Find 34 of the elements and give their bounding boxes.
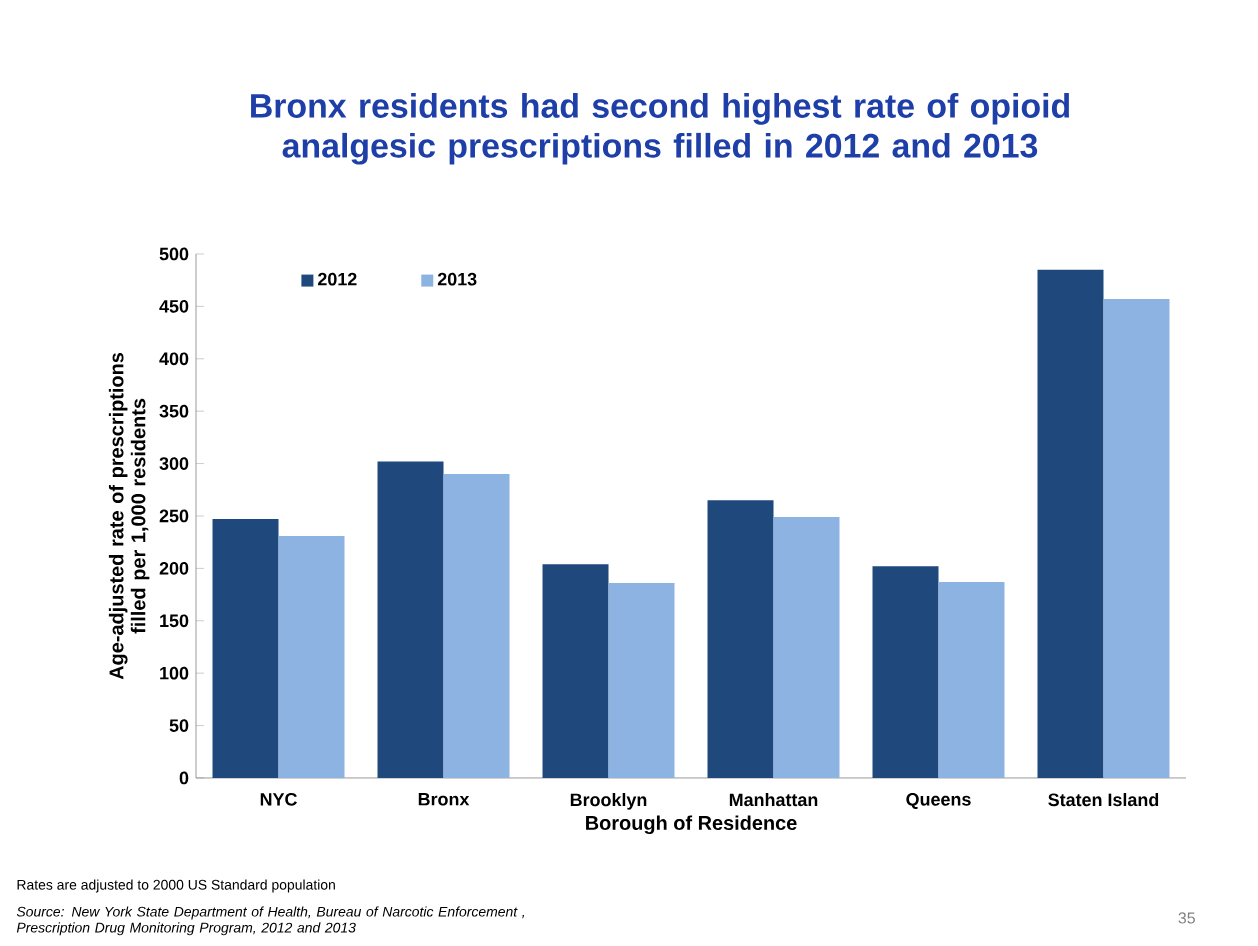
x-tick-label: Manhattan: [729, 793, 818, 807]
legend-label: 2013: [437, 272, 477, 286]
bar: [1037, 269, 1104, 778]
y-tick-label: 450: [159, 300, 189, 313]
y-tick-label: 500: [159, 247, 189, 261]
y-axis-title: Age-adjusted rate of prescriptions filled per 1,000 residents: [108, 352, 150, 680]
bar: [278, 535, 345, 778]
y-tick-label: 200: [159, 562, 189, 575]
y-tick-label: 0: [179, 771, 189, 785]
bar: [872, 566, 939, 778]
y-tick-label: 100: [160, 666, 189, 680]
x-axis-title: Borough of Residence: [586, 815, 797, 835]
bar: [212, 519, 279, 778]
x-tick-label: Staten Island: [1048, 793, 1159, 807]
y-tick-label: 300: [159, 457, 189, 470]
bar: [773, 517, 840, 778]
y-tick-label: 350: [159, 404, 189, 418]
bar: [1103, 299, 1170, 778]
y-tick-label: 400: [159, 352, 189, 366]
bar: [608, 583, 675, 778]
bar: [443, 474, 510, 778]
y-tick-label: 50: [169, 719, 189, 732]
chart-title: Bronx residents had second highest rate of opioid analgesic prescriptions filled in 2012 and 2013: [251, 93, 1070, 165]
x-tick-label: Queens: [906, 793, 971, 810]
y-tick-label: 250: [159, 509, 189, 523]
x-tick-label: Bronx: [418, 793, 470, 806]
bar: [707, 500, 774, 778]
y-tick-label: 150: [160, 614, 189, 628]
bar: [542, 564, 609, 778]
x-tick-label: Brooklyn: [570, 793, 647, 810]
bar: [377, 461, 444, 778]
bar: [938, 581, 1005, 778]
x-tick-label: NYC: [260, 793, 297, 806]
legend-label: 2012: [318, 272, 357, 286]
